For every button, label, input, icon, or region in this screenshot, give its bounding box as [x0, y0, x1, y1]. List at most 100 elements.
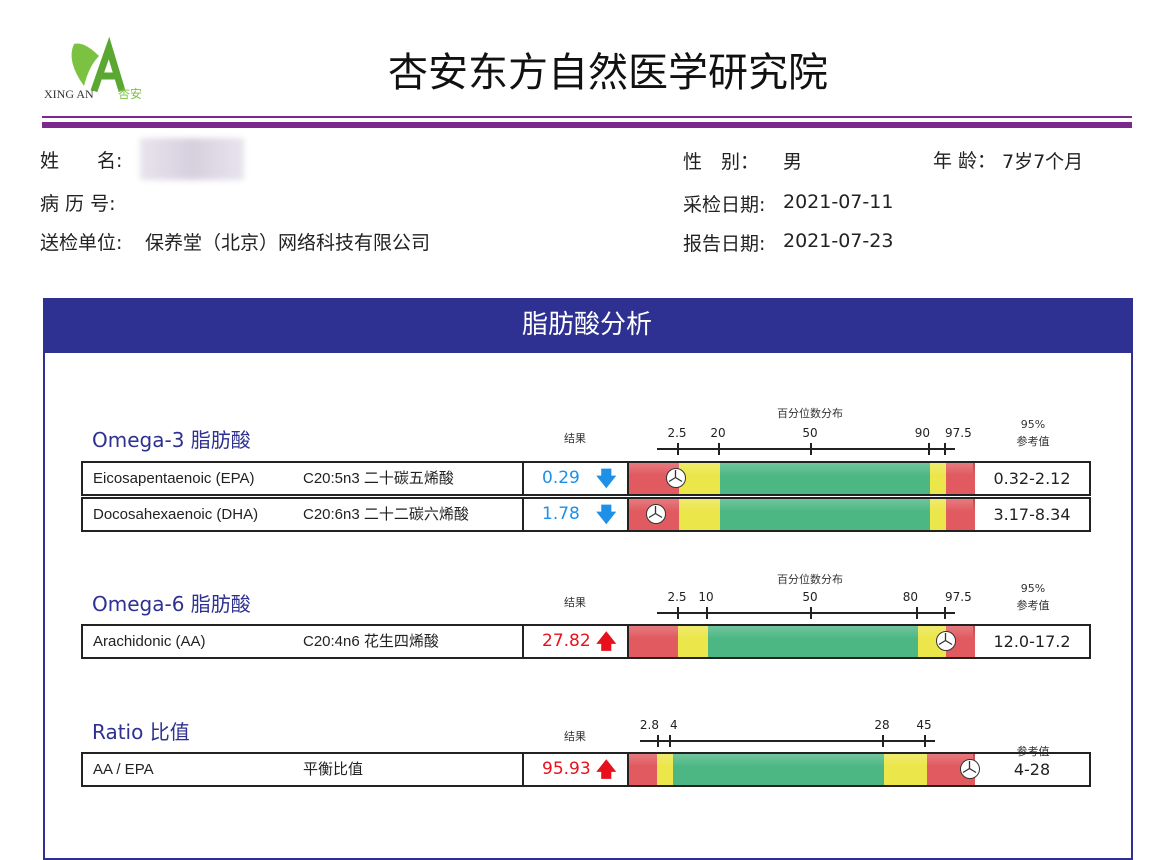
svg-text:杏安: 杏安: [118, 86, 142, 101]
result-row: AA / EPA 平衡比值 95.93 🡅 4-28: [81, 752, 1091, 787]
result-value: 0.29: [542, 468, 580, 488]
arrow-up-icon: 🡅: [596, 629, 617, 653]
bar-segment-red: [629, 754, 657, 785]
reference-range: 4-28: [1013, 760, 1051, 779]
bar-segment-yellow: [930, 463, 946, 494]
result-header: 结果: [564, 596, 586, 609]
scale-tick: [944, 607, 946, 619]
percentile-bar: [629, 626, 975, 657]
result-cell: 27.82 🡅: [524, 626, 629, 657]
scale-title: 百分位数分布: [777, 573, 843, 586]
analyte-cell: Eicosapentaenoic (EPA) C20:5n3 二十碳五烯酸: [83, 463, 524, 494]
section-title: Ratio 比值: [92, 720, 190, 744]
scale-tick-label: 50: [802, 426, 818, 440]
analyte-name: Eicosapentaenoic (EPA): [93, 470, 255, 487]
percentile-bar: [629, 499, 975, 530]
sample-date-label: 采检日期:: [683, 194, 766, 216]
bar-segment-green: [720, 463, 930, 494]
divider: [42, 116, 1132, 118]
scale-tick: [810, 607, 812, 619]
unit-value: 保养堂（北京）网络科技有限公司: [145, 232, 431, 254]
scale-tick-label: 45: [916, 718, 932, 732]
arrow-up-icon: 🡅: [596, 757, 617, 781]
result-cell: 1.78 🡇: [524, 499, 629, 530]
scale-tick-label: 50: [802, 590, 818, 604]
bar-segment-green: [708, 626, 918, 657]
arrow-down-icon: 🡇: [596, 466, 617, 490]
age-label: 年 龄：: [933, 150, 997, 172]
ref-header: 95%: [1020, 418, 1046, 431]
scale-tick-label: 97.5: [945, 590, 972, 604]
result-cell: 95.93 🡅: [524, 754, 629, 785]
percentile-bar: [629, 754, 980, 785]
sex-value: 男: [783, 151, 803, 173]
result-marker-icon: [666, 468, 686, 488]
scale-title: 百分位数分布: [777, 407, 843, 420]
scale-tick: [928, 443, 930, 455]
reference-range: 12.0-17.2: [993, 632, 1071, 651]
scale-tick: [657, 735, 659, 747]
bar-segment-yellow: [679, 499, 720, 530]
scale-tick: [706, 607, 708, 619]
bar-segment-green: [720, 499, 930, 530]
result-cell: 0.29 🡇: [524, 463, 629, 494]
sex-label: 性 别：: [683, 151, 760, 173]
report-date-label: 报告日期:: [683, 233, 766, 255]
section-title: Omega-6 脂肪酸: [92, 592, 251, 616]
bar-segment-yellow: [657, 754, 673, 785]
scale-tick-label: 80: [902, 590, 918, 604]
analyte-name: Docosahexaenoic (DHA): [93, 506, 259, 523]
bar-segment-red: [946, 463, 975, 494]
bar-segment-red: [946, 499, 975, 530]
result-header: 结果: [564, 432, 586, 445]
analyte-formula: 平衡比值: [303, 761, 364, 778]
ref-header: 参考值: [1016, 435, 1050, 448]
scale-tick-label: 4: [670, 718, 678, 732]
analyte-name: Arachidonic (AA): [93, 633, 206, 650]
result-header: 结果: [564, 730, 586, 743]
scale-tick: [924, 735, 926, 747]
result-value: 95.93: [542, 759, 591, 779]
svg-text:XING AN: XING AN: [44, 87, 94, 101]
ref-header: 95%: [1020, 582, 1046, 595]
result-row: Docosahexaenoic (DHA) C20:6n3 二十二碳六烯酸 1.78…: [81, 497, 1091, 532]
scale-tick: [944, 443, 946, 455]
bar-segment-yellow: [884, 754, 927, 785]
unit-label: 送检单位:: [40, 232, 123, 254]
scale-tick-label: 97.5: [945, 426, 972, 440]
sample-date-value: 2021-07-11: [783, 191, 894, 213]
bar-segment-yellow: [678, 626, 708, 657]
result-value: 27.82: [542, 631, 591, 651]
scale-tick: [882, 735, 884, 747]
scale-tick: [677, 607, 679, 619]
scale-tick-label: 2.8: [639, 718, 659, 732]
scale-tick: [718, 443, 720, 455]
scale-tick-label: 20: [710, 426, 726, 440]
bar-segment-yellow: [930, 499, 946, 530]
analyte-cell: AA / EPA 平衡比值: [83, 754, 524, 785]
analyte-cell: Docosahexaenoic (DHA) C20:6n3 二十二碳六烯酸: [83, 499, 524, 530]
percentile-scale: 2.5 20 50 90 97.5: [657, 426, 972, 455]
bar-segment-green: [673, 754, 884, 785]
divider: [42, 122, 1132, 128]
reference-range: 0.32-2.12: [993, 469, 1071, 488]
scale-tick: [677, 443, 679, 455]
bar-segment-red: [629, 626, 678, 657]
analyte-name: AA / EPA: [93, 761, 154, 778]
scale-tick-label: 2.5: [667, 590, 687, 604]
result-marker-icon: [936, 631, 956, 651]
age-value: 7岁7个月: [1002, 151, 1084, 173]
record-label: 病 历 号:: [40, 193, 116, 215]
panel-title: 脂肪酸分析: [43, 298, 1131, 353]
logo: XING AN 杏安: [44, 36, 164, 106]
result-marker-icon: [646, 504, 666, 524]
percentile-scale: 2.8 4 28 45: [640, 718, 935, 747]
scale-tick: [810, 443, 812, 455]
ref-header: 参考值: [1016, 745, 1050, 758]
scale-tick: [916, 607, 918, 619]
name-label: 姓 名:: [40, 150, 123, 172]
ref-header: 参考值: [1016, 599, 1050, 612]
percentile-scale: 2.5 10 50 80 97.5: [657, 590, 972, 619]
section-title: Omega-3 脂肪酸: [92, 428, 251, 452]
arrow-down-icon: 🡇: [596, 502, 617, 526]
